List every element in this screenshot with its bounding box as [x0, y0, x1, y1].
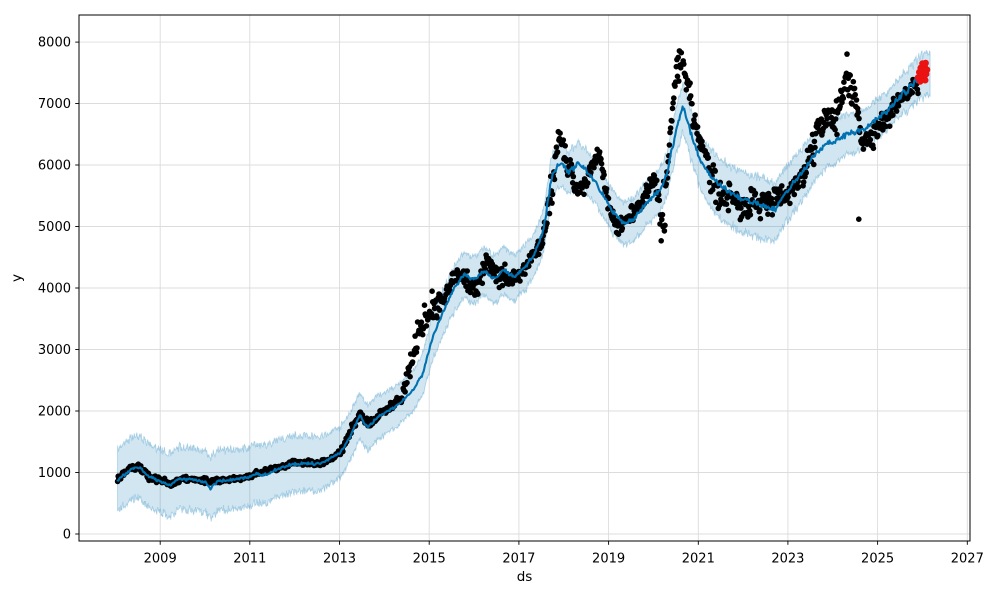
plot-area: 2009 2011 2013 2015 2017 2019 2021 2023 2025 2027…: [38, 14, 984, 567]
uncertainty-band: [117, 49, 931, 522]
x-tick-label: 2015: [413, 552, 446, 567]
y-axis-label: y: [9, 274, 25, 282]
x-tick-label: 2009: [144, 552, 177, 567]
y-tick-label: 1000: [38, 466, 71, 481]
x-tick-label: 2013: [323, 552, 356, 567]
x-tick-labels: 2009 2011 2013 2015 2017 2019 2021 2023 2025 2027: [144, 552, 984, 567]
outlier-point: [856, 216, 862, 222]
x-axis-label: ds: [517, 569, 533, 585]
x-tick-label: 2021: [682, 552, 715, 567]
x-tick-label: 2017: [502, 552, 535, 567]
forecast-points: [914, 59, 931, 85]
x-tick-label: 2011: [233, 552, 266, 567]
y-tick-label: 5000: [38, 220, 71, 235]
grid-lines: [79, 15, 970, 541]
y-tick-label: 8000: [38, 36, 71, 51]
y-tick-label: 0: [63, 528, 71, 543]
x-tick-label: 2027: [951, 552, 984, 567]
x-tick-label: 2025: [861, 552, 894, 567]
forecast-line: [116, 73, 926, 491]
y-tick-label: 2000: [38, 405, 71, 420]
x-tick-label: 2019: [592, 552, 625, 567]
x-tick-label: 2023: [771, 552, 804, 567]
y-tick-labels: 0 1000 2000 3000 4000 5000 6000 7000 8000: [38, 36, 71, 543]
axes-spines: [78, 14, 971, 542]
y-tick-label: 4000: [38, 282, 71, 297]
y-tick-label: 6000: [38, 159, 71, 174]
tick-marks: [75, 41, 968, 545]
y-tick-label: 7000: [38, 97, 71, 112]
y-tick-label: 3000: [38, 343, 71, 358]
